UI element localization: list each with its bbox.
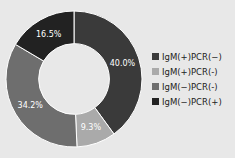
legend-swatch xyxy=(152,68,159,75)
data-label: 34.2% xyxy=(18,101,44,110)
legend-swatch xyxy=(152,98,159,105)
legend-entry: IgM(+)PCR(-) xyxy=(162,67,218,77)
legend: IgM(+)PCR(−) IgM(+)PCR(-) IgM(−)PCR(-) IgM(… xyxy=(152,52,222,107)
wedges xyxy=(6,11,142,147)
wedge xyxy=(15,11,74,61)
data-label: 16.5% xyxy=(36,30,62,39)
legend-swatch xyxy=(152,53,159,60)
data-labels: 40.0% 9.3% 34.2% 16.5% xyxy=(18,30,136,131)
legend-swatch xyxy=(152,83,159,90)
chart: 40.0%9.3%34.2%16.5%IgM(+)PCR(−)IgM(+)PCR… xyxy=(0,0,235,158)
legend-entry: IgM(−)PCR(-) xyxy=(162,82,218,92)
wedge xyxy=(76,108,114,147)
background xyxy=(0,0,235,158)
legend-entry: IgM(−)PCR(+) xyxy=(162,97,222,107)
legend-entry: IgM(+)PCR(−) xyxy=(162,52,222,62)
data-label: 9.3% xyxy=(81,123,102,132)
data-label: 40.0% xyxy=(110,59,136,68)
